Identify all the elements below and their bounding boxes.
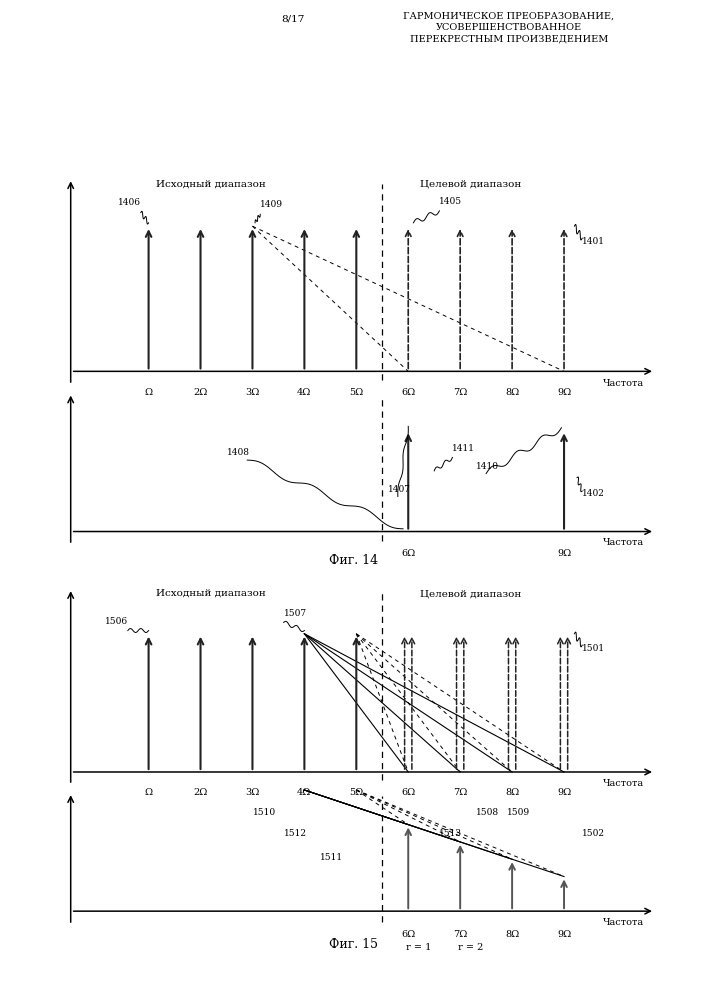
Text: r = 1: r = 1	[406, 943, 431, 952]
Text: 5Ω: 5Ω	[349, 388, 363, 397]
Text: 9Ω: 9Ω	[557, 388, 571, 397]
Text: 1510: 1510	[252, 808, 276, 817]
Text: Фиг. 15: Фиг. 15	[329, 938, 378, 952]
Text: 9Ω: 9Ω	[557, 930, 571, 939]
Text: 6Ω: 6Ω	[401, 930, 416, 939]
Text: 8Ω: 8Ω	[505, 388, 519, 397]
Text: 1405: 1405	[440, 197, 462, 206]
Text: Исходный диапазон: Исходный диапазон	[156, 589, 266, 598]
Text: 4Ω: 4Ω	[297, 788, 312, 797]
Text: 1410: 1410	[476, 462, 498, 471]
Text: 5Ω: 5Ω	[349, 788, 363, 797]
Text: Исходный диапазон: Исходный диапазон	[156, 180, 266, 189]
Text: 7Ω: 7Ω	[453, 930, 467, 939]
Text: ГАРМОНИЧЕСКОЕ ПРЕОБРАЗОВАНИЕ,
УСОВЕРШЕНСТВОВАННОЕ
ПЕРЕКРЕСТНЫМ ПРОИЗВЕДЕНИЕМ: ГАРМОНИЧЕСКОЕ ПРЕОБРАЗОВАНИЕ, УСОВЕРШЕНС…	[404, 11, 614, 44]
Text: 1402: 1402	[582, 489, 605, 498]
Text: Частота: Частота	[603, 779, 645, 788]
Text: 2Ω: 2Ω	[193, 388, 208, 397]
Text: Целевой диапазон: Целевой диапазон	[420, 180, 521, 189]
Text: Фиг. 14: Фиг. 14	[329, 554, 378, 566]
Text: 1512: 1512	[284, 829, 307, 838]
Text: Ω: Ω	[144, 788, 153, 797]
Text: Целевой диапазон: Целевой диапазон	[420, 589, 521, 598]
Text: Ω: Ω	[144, 388, 153, 397]
Text: 1406: 1406	[118, 198, 141, 207]
Text: 1411: 1411	[452, 444, 475, 453]
Text: 1506: 1506	[105, 617, 128, 626]
Text: 8Ω: 8Ω	[505, 930, 519, 939]
Text: 4Ω: 4Ω	[297, 388, 312, 397]
Text: Частота: Частота	[603, 918, 645, 927]
Text: 7Ω: 7Ω	[453, 788, 467, 797]
Text: 2Ω: 2Ω	[193, 788, 208, 797]
Text: 1508: 1508	[476, 808, 499, 817]
Text: 1502: 1502	[582, 829, 605, 838]
Text: 6Ω: 6Ω	[401, 388, 416, 397]
Text: 1409: 1409	[260, 200, 284, 209]
Text: 8/17: 8/17	[281, 15, 305, 24]
Text: 8Ω: 8Ω	[505, 788, 519, 797]
Text: 1501: 1501	[582, 644, 605, 653]
Text: 1511: 1511	[320, 853, 343, 862]
Text: 3Ω: 3Ω	[245, 788, 259, 797]
Text: 9Ω: 9Ω	[557, 549, 571, 558]
Text: 1509: 1509	[507, 808, 530, 817]
Text: r = 2: r = 2	[458, 943, 484, 952]
Text: 6Ω: 6Ω	[401, 788, 416, 797]
Text: 1513: 1513	[440, 829, 462, 838]
Text: 9Ω: 9Ω	[557, 788, 571, 797]
Text: 1408: 1408	[226, 448, 250, 457]
Text: 3Ω: 3Ω	[245, 388, 259, 397]
Text: Частота: Частота	[603, 379, 645, 388]
Text: 7Ω: 7Ω	[453, 388, 467, 397]
Text: 1507: 1507	[284, 609, 307, 618]
Text: Частота: Частота	[603, 538, 645, 547]
Text: 1401: 1401	[582, 237, 605, 246]
Text: 6Ω: 6Ω	[401, 549, 416, 558]
Text: 1407: 1407	[387, 485, 411, 494]
